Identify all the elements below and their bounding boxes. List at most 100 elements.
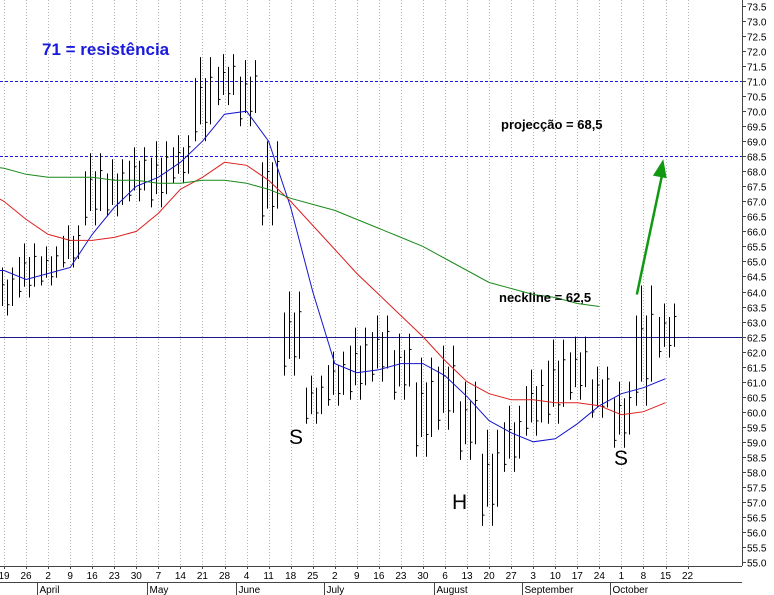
- x-tick-label: 2: [332, 571, 338, 582]
- y-tick-label: 56.0: [747, 529, 767, 540]
- y-tick-label: 63.0: [747, 319, 767, 330]
- x-tick-label: 16: [373, 571, 385, 582]
- y-tick-label: 59.0: [747, 439, 767, 450]
- x-tick-label: 21: [197, 571, 209, 582]
- head-label: H: [452, 491, 468, 514]
- y-tick-label: 57.5: [747, 484, 767, 495]
- x-tick-label: 1: [619, 571, 625, 582]
- y-tick-label: 72.5: [747, 33, 767, 44]
- right-shoulder-label: S: [614, 447, 629, 470]
- x-tick-label: 22: [682, 571, 694, 582]
- month-label: April: [40, 585, 60, 595]
- price-bar-group: [372, 315, 390, 382]
- x-tick-label: 19: [0, 571, 10, 582]
- x-tick-label: 26: [20, 571, 32, 582]
- x-tick-label: 27: [506, 571, 518, 582]
- price-bar-group: [548, 339, 566, 424]
- x-tick-label: 7: [156, 571, 162, 582]
- y-tick-label: 61.0: [747, 379, 767, 390]
- x-tick-label: 9: [354, 571, 360, 582]
- x-tick-label: 3: [530, 571, 536, 582]
- y-tick-label: 73.5: [747, 3, 767, 14]
- price-bar-group: [41, 246, 59, 286]
- y-tick-label: 67.5: [747, 183, 767, 194]
- x-tick-label: 24: [594, 571, 606, 582]
- price-bar-group: [284, 291, 302, 376]
- y-tick-label: 62.5: [747, 334, 767, 345]
- y-tick-label: 71.0: [747, 78, 767, 89]
- x-tick-label: 28: [219, 571, 231, 582]
- month-label: May: [150, 585, 169, 595]
- y-tick-label: 73.0: [747, 18, 767, 29]
- price-bar-group: [195, 57, 213, 142]
- month-label: August: [437, 585, 468, 595]
- moving-average-green: [0, 167, 600, 307]
- x-tick-label: 6: [442, 571, 448, 582]
- y-tick-label: 60.5: [747, 394, 767, 405]
- price-bar-group: [570, 336, 588, 400]
- price-bar-group: [85, 153, 103, 226]
- y-tick-label: 70.5: [747, 93, 767, 104]
- price-bar-group: [262, 141, 280, 226]
- y-tick-label: 62.0: [747, 349, 767, 360]
- price-bar-group: [19, 243, 37, 298]
- y-tick-label: 68.5: [747, 153, 767, 164]
- price-bar-group: [614, 381, 632, 448]
- x-tick-label: 20: [484, 571, 496, 582]
- price-bar-group: [482, 429, 500, 526]
- y-tick-label: 60.0: [747, 409, 767, 420]
- neckline-annotation: neckline = 62,5: [499, 290, 592, 305]
- x-tick-label: 18: [285, 571, 297, 582]
- price-bar-group: [416, 357, 434, 457]
- y-tick-label: 58.0: [747, 469, 767, 480]
- x-tick-label: 14: [175, 571, 187, 582]
- y-tick-label: 71.5: [747, 63, 767, 74]
- y-tick-label: 55.0: [747, 559, 767, 570]
- x-tick-label: 9: [67, 571, 73, 582]
- left-shoulder-label: S: [289, 426, 304, 449]
- y-tick-label: 70.0: [747, 108, 767, 119]
- y-tick-label: 56.5: [747, 514, 767, 525]
- price-bar-group: [218, 54, 236, 106]
- price-bar-group: [636, 285, 654, 406]
- y-tick-label: 66.5: [747, 213, 767, 224]
- y-tick-label: 64.5: [747, 273, 767, 284]
- y-tick-label: 69.5: [747, 123, 767, 134]
- y-tick-label: 64.0: [747, 289, 767, 300]
- target-arrow-head: [652, 159, 667, 179]
- y-tick-label: 58.5: [747, 454, 767, 465]
- y-tick-label: 72.0: [747, 48, 767, 59]
- price-bar-group: [659, 303, 677, 358]
- x-tick-label: 25: [307, 571, 319, 582]
- y-tick-label: 61.5: [747, 364, 767, 375]
- y-tick-label: 66.0: [747, 228, 767, 239]
- y-tick-label: 69.0: [747, 138, 767, 149]
- y-tick-label: 63.5: [747, 304, 767, 315]
- y-tick-label: 55.5: [747, 544, 767, 555]
- x-tick-label: 23: [109, 571, 121, 582]
- x-tick-label: 10: [550, 571, 562, 582]
- month-label: September: [525, 585, 575, 595]
- x-tick-label: 11: [263, 571, 274, 582]
- y-tick-label: 68.0: [747, 168, 767, 179]
- moving-average-blue: [0, 110, 666, 443]
- x-tick-label: 17: [572, 571, 584, 582]
- price-bar-group: [394, 333, 412, 400]
- x-tick-label: 8: [641, 571, 647, 582]
- x-tick-label: 23: [395, 571, 407, 582]
- price-bar-group: [504, 405, 522, 472]
- month-label: October: [613, 585, 649, 595]
- y-tick-label: 67.0: [747, 198, 767, 209]
- y-tick-label: 65.5: [747, 243, 767, 254]
- price-bar-group: [240, 60, 258, 127]
- y-tick-label: 59.5: [747, 424, 767, 435]
- moving-average-red: [0, 161, 666, 416]
- projection-annotation: projecção = 68,5: [501, 117, 603, 132]
- x-tick-label: 16: [87, 571, 99, 582]
- resistance-annotation: 71 = resistência: [42, 40, 170, 59]
- price-bar-group: [306, 375, 324, 424]
- x-tick-label: 4: [244, 571, 250, 582]
